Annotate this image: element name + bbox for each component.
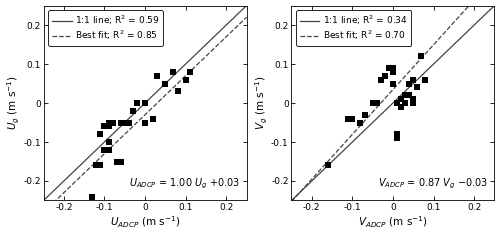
Point bbox=[389, 70, 397, 74]
Point bbox=[393, 101, 401, 105]
Point bbox=[141, 121, 149, 124]
Point bbox=[153, 74, 161, 78]
Point bbox=[112, 160, 120, 163]
Legend: 1:1 line; R$^2$ = 0.59, Best fit; R$^2$ = 0.85: 1:1 line; R$^2$ = 0.59, Best fit; R$^2$ … bbox=[48, 10, 163, 46]
Point bbox=[348, 117, 356, 121]
Point bbox=[389, 66, 397, 70]
Point bbox=[372, 101, 380, 105]
Point bbox=[104, 121, 112, 124]
Point bbox=[405, 93, 413, 97]
Point bbox=[104, 148, 112, 152]
Point bbox=[381, 74, 389, 78]
Point bbox=[108, 121, 116, 124]
Point bbox=[410, 101, 418, 105]
Point bbox=[422, 78, 430, 81]
Point bbox=[356, 121, 364, 124]
Point bbox=[88, 195, 96, 198]
Point bbox=[162, 82, 170, 85]
Point bbox=[170, 70, 177, 74]
Y-axis label: $V_g$ (m s$^{-1}$): $V_g$ (m s$^{-1}$) bbox=[254, 76, 270, 130]
Point bbox=[96, 164, 104, 167]
Point bbox=[410, 78, 418, 81]
Point bbox=[344, 117, 352, 121]
Point bbox=[410, 97, 418, 101]
Point bbox=[393, 101, 401, 105]
Text: $U_{ADCP}$ = 1.00 $U_g$ +0.03: $U_{ADCP}$ = 1.00 $U_g$ +0.03 bbox=[129, 176, 240, 191]
Point bbox=[401, 101, 409, 105]
Point bbox=[368, 101, 376, 105]
Point bbox=[397, 97, 405, 101]
Point bbox=[393, 132, 401, 136]
Text: $V_{ADCP}$ = 0.87 $V_g$ −0.03: $V_{ADCP}$ = 0.87 $V_g$ −0.03 bbox=[378, 176, 488, 191]
Point bbox=[414, 85, 422, 89]
Point bbox=[389, 82, 397, 85]
Point bbox=[116, 121, 124, 124]
Point bbox=[186, 70, 194, 74]
Point bbox=[125, 121, 133, 124]
Point bbox=[418, 54, 426, 58]
Point bbox=[96, 132, 104, 136]
Point bbox=[324, 164, 332, 167]
Y-axis label: $U_g$ (m s$^{-1}$): $U_g$ (m s$^{-1}$) bbox=[6, 76, 22, 131]
Point bbox=[92, 164, 100, 167]
Legend: 1:1 line; R$^2$ = 0.34, Best fit; R$^2$ = 0.70: 1:1 line; R$^2$ = 0.34, Best fit; R$^2$ … bbox=[296, 10, 412, 46]
Point bbox=[149, 117, 157, 121]
Point bbox=[385, 66, 393, 70]
Point bbox=[377, 78, 385, 81]
X-axis label: $U_{ADCP}$ (m s$^{-1}$): $U_{ADCP}$ (m s$^{-1}$) bbox=[110, 215, 180, 230]
Point bbox=[182, 78, 190, 81]
Point bbox=[116, 160, 124, 163]
Point bbox=[100, 125, 108, 128]
Point bbox=[393, 136, 401, 140]
X-axis label: $V_{ADCP}$ (m s$^{-1}$): $V_{ADCP}$ (m s$^{-1}$) bbox=[358, 215, 428, 230]
Point bbox=[100, 148, 108, 152]
Point bbox=[104, 140, 112, 144]
Point bbox=[133, 101, 141, 105]
Point bbox=[405, 82, 413, 85]
Point bbox=[360, 113, 368, 117]
Point bbox=[104, 125, 112, 128]
Point bbox=[129, 109, 137, 113]
Point bbox=[401, 93, 409, 97]
Point bbox=[108, 121, 116, 124]
Point bbox=[397, 105, 405, 109]
Point bbox=[174, 89, 182, 93]
Point bbox=[141, 101, 149, 105]
Point bbox=[120, 121, 128, 124]
